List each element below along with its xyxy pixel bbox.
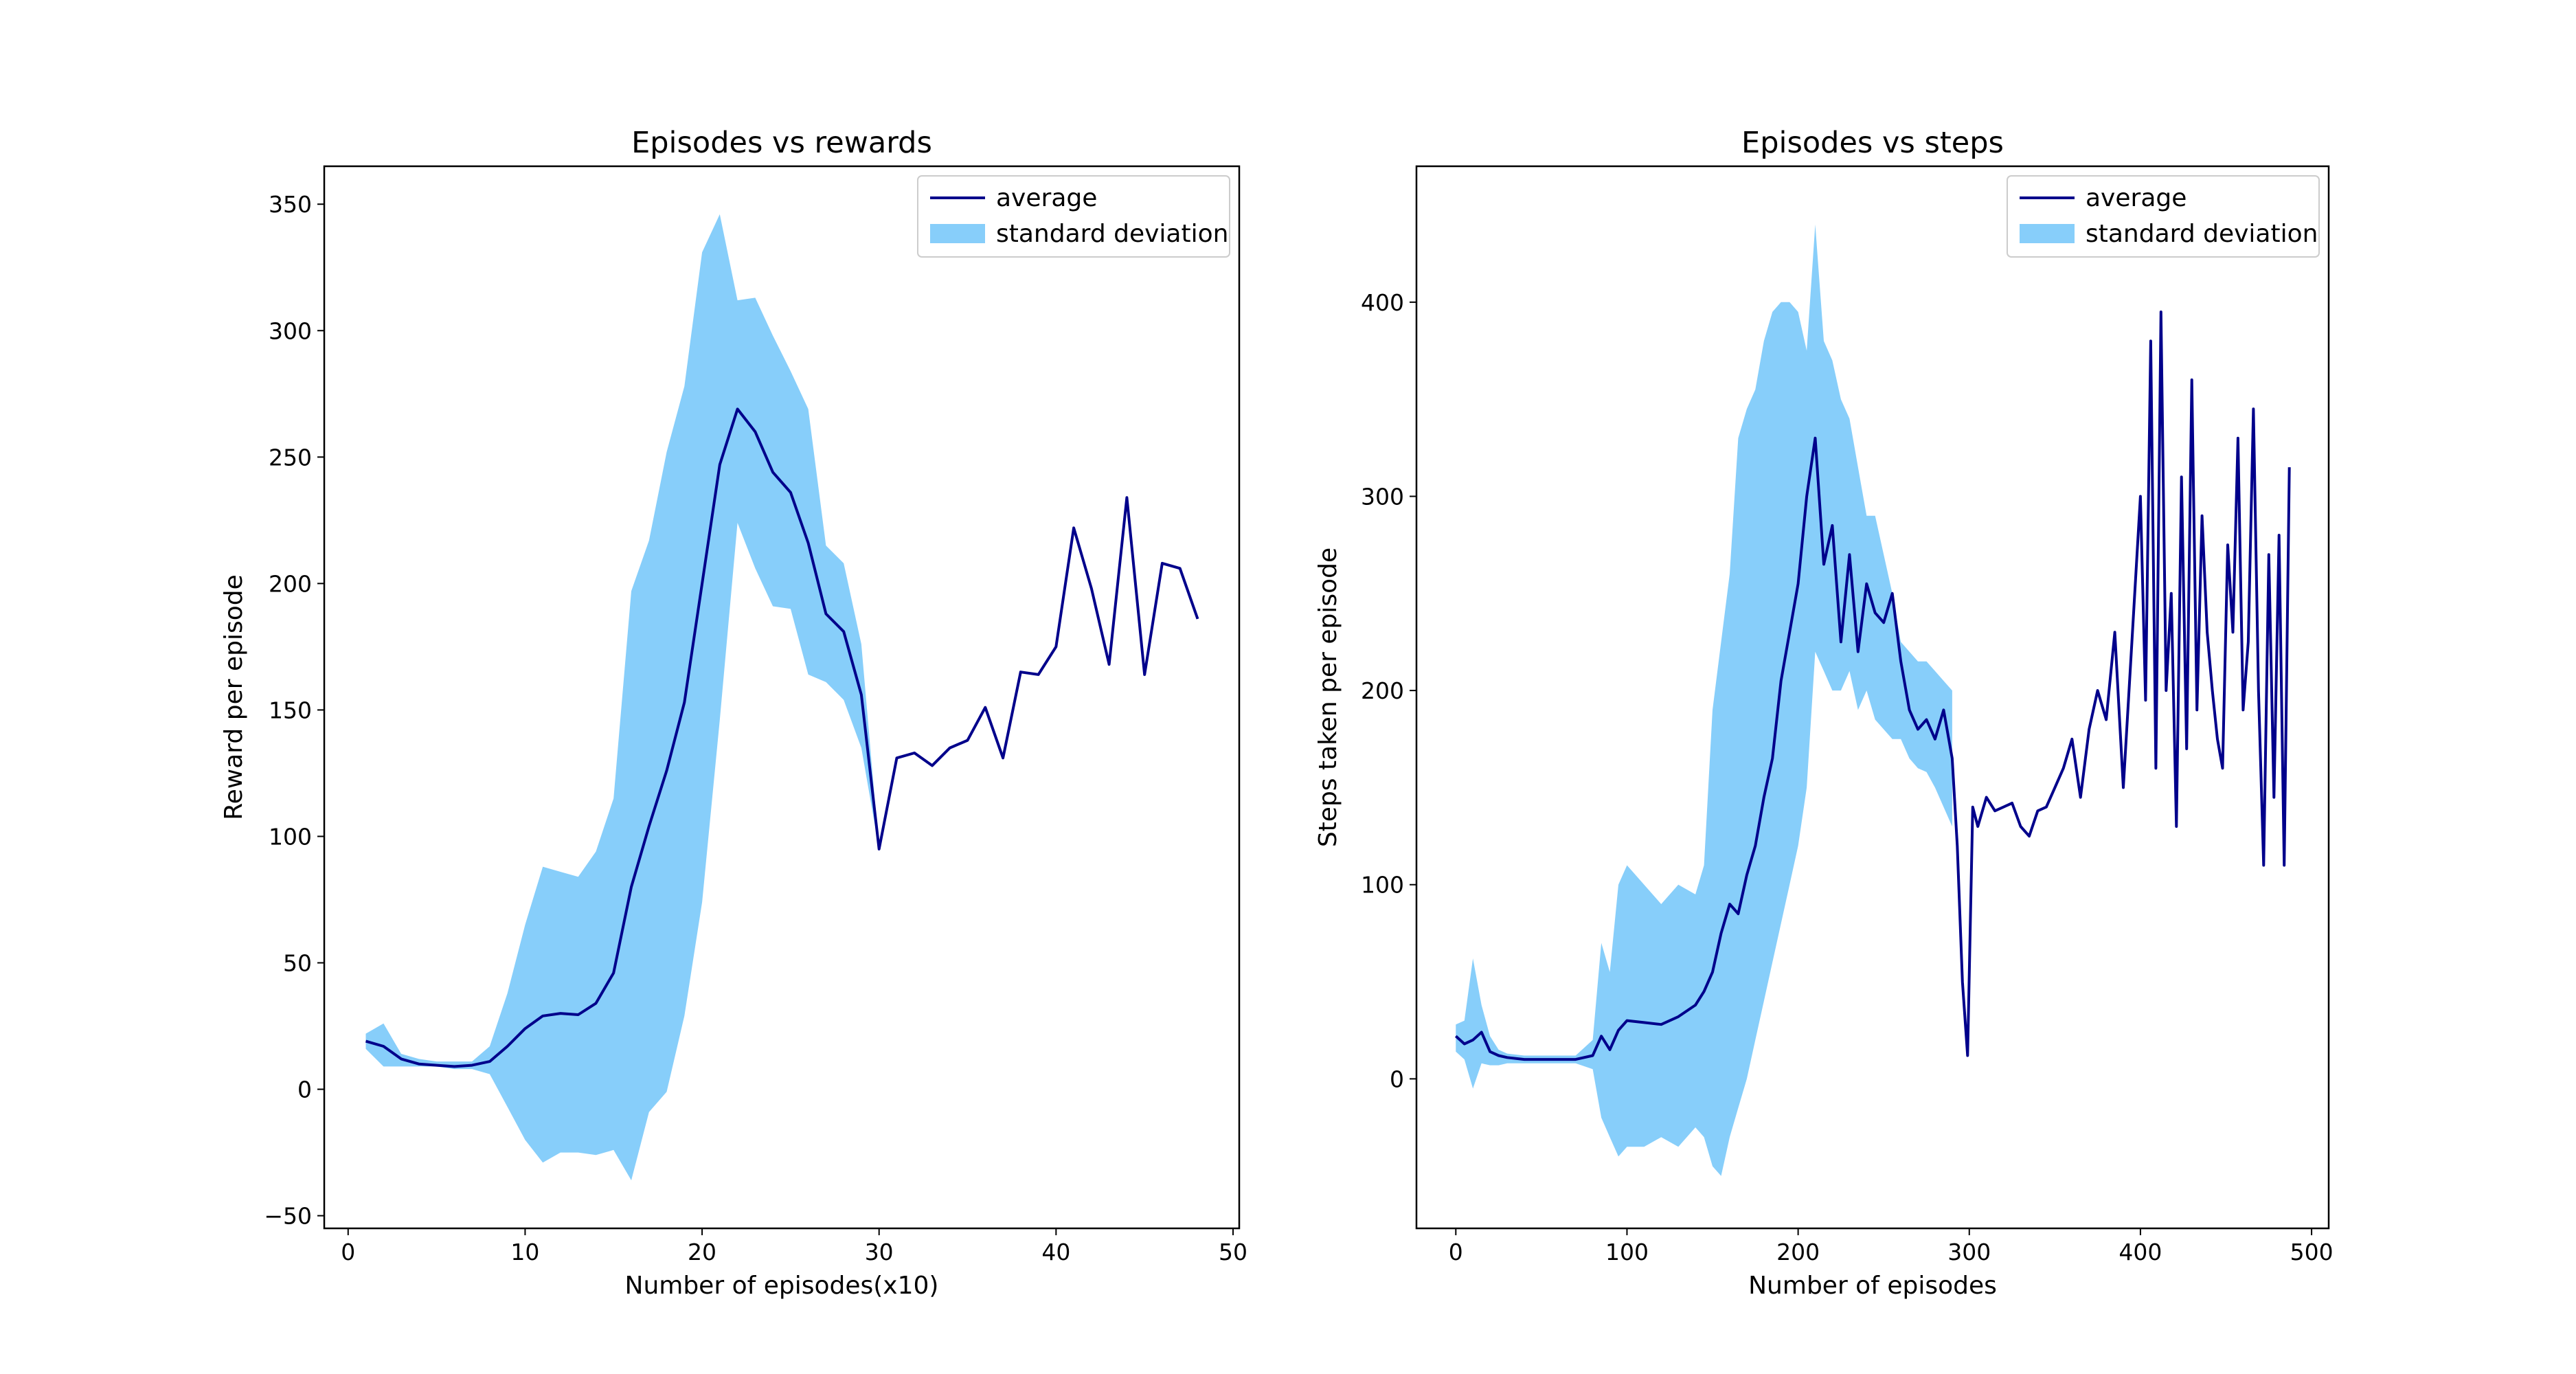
steps-legend: average standard deviation — [2007, 175, 2320, 258]
rewards-x-tick-label: 10 — [510, 1239, 539, 1265]
rewards-y-tick-label: 200 — [269, 570, 312, 597]
steps-average-line — [1454, 311, 2291, 1061]
rewards-y-tick-label: 150 — [269, 697, 312, 723]
steps-chart-title: Episodes vs steps — [1741, 126, 2004, 160]
steps-x-axis-label: Number of episodes — [1748, 1272, 1997, 1300]
rewards-x-tick-label: 40 — [1041, 1239, 1070, 1265]
rewards-y-tick-label: 50 — [283, 950, 312, 977]
rewards-std-band — [365, 214, 879, 1181]
steps-x-tick-label: 200 — [1776, 1239, 1820, 1265]
rewards-band-layer — [365, 214, 879, 1181]
steps-line-layer — [1454, 311, 2291, 1061]
rewards-x-tick-label: 20 — [688, 1239, 716, 1265]
steps-y-axis-label: Steps taken per episode — [1314, 548, 1342, 847]
rewards-y-axis-label: Reward per episode — [220, 574, 248, 820]
steps-band-layer — [1456, 224, 1952, 1176]
rewards-legend: average standard deviation — [917, 175, 1230, 258]
steps-y-tick-label: 400 — [1361, 289, 1404, 316]
rewards-x-axis-label: Number of episodes(x10) — [625, 1272, 939, 1300]
rewards-legend-box — [917, 175, 1230, 258]
steps-y-tick-label: 0 — [1390, 1066, 1404, 1092]
rewards-chart-title: Episodes vs rewards — [631, 126, 932, 160]
rewards-legend-band-swatch — [930, 224, 985, 243]
rewards-x-tick-label: 0 — [341, 1239, 355, 1265]
steps-legend-box — [2007, 175, 2320, 258]
steps-x-tick-label: 100 — [1605, 1239, 1649, 1265]
steps-x-tick-label: 0 — [1449, 1239, 1463, 1265]
steps-y-tick-label: 100 — [1361, 872, 1404, 899]
rewards-ticks: 0 10 20 30 40 50 −50 0 50 100 150 200 250 300 350 — [264, 191, 1247, 1265]
rewards-legend-std-label: standard deviation — [996, 220, 1228, 248]
rewards-y-tick-label: 250 — [269, 444, 312, 471]
rewards-y-tick-label: 300 — [269, 317, 312, 344]
rewards-chart: 0 10 20 30 40 50 −50 0 50 100 150 200 250 300 350 Epis… — [220, 126, 1247, 1300]
steps-std-band — [1456, 224, 1952, 1176]
steps-y-tick-label: 200 — [1361, 677, 1404, 704]
steps-plot-frame — [1415, 165, 2330, 1230]
steps-legend-std-label: standard deviation — [2086, 220, 2318, 248]
steps-x-tick-label: 500 — [2290, 1239, 2334, 1265]
rewards-average-line — [365, 407, 1199, 1068]
steps-x-tick-label: 400 — [2119, 1239, 2162, 1265]
rewards-legend-average-label: average — [996, 184, 1097, 212]
rewards-x-tick-label: 30 — [865, 1239, 894, 1265]
rewards-y-tick-label: 0 — [297, 1077, 312, 1103]
steps-x-tick-label: 300 — [1947, 1239, 1991, 1265]
rewards-x-tick-label: 50 — [1219, 1239, 1247, 1265]
rewards-plot-frame — [323, 165, 1241, 1230]
steps-ticks: 0 100 200 300 400 500 0 100 200 300 400 — [1361, 289, 2334, 1265]
rewards-y-tick-label: 350 — [269, 191, 312, 218]
steps-legend-band-swatch — [2020, 224, 2075, 243]
rewards-y-tick-label: −50 — [264, 1203, 312, 1230]
rewards-y-tick-label: 100 — [269, 823, 312, 850]
steps-legend-average-label: average — [2086, 184, 2187, 212]
rewards-line-layer — [365, 407, 1199, 1068]
steps-y-tick-label: 300 — [1361, 483, 1404, 510]
steps-chart: 0 100 200 300 400 500 0 100 200 300 400 Episodes v… — [1314, 126, 2334, 1300]
